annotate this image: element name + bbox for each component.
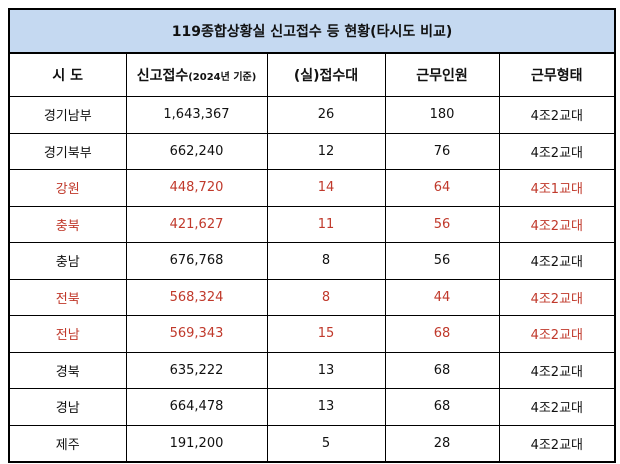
cell-desks: 12 — [266, 132, 386, 170]
cell-reports: 635,222 — [125, 351, 268, 389]
cell-region: 충남 — [8, 242, 127, 280]
cell-shift: 4조2교대 — [498, 132, 616, 170]
comparison-table: 119종합상황실 신고접수 등 현황(타시도 비교) 시 도 신고접수(2024… — [7, 8, 617, 463]
cell-desks: 26 — [266, 96, 386, 134]
table-row: 전북 568,324 8 44 4조2교대 — [8, 278, 616, 316]
table-row: 충북 421,627 11 56 4조2교대 — [8, 205, 616, 243]
header-reports-note: (2024년 기준) — [188, 72, 257, 83]
cell-region: 전남 — [8, 315, 127, 353]
cell-shift: 4조2교대 — [498, 96, 616, 134]
cell-region: 전북 — [8, 278, 127, 316]
cell-region: 경기남부 — [8, 96, 127, 134]
header-desks: (실)접수대 — [266, 52, 386, 97]
cell-reports: 568,324 — [125, 278, 268, 316]
cell-desks: 5 — [266, 424, 386, 463]
cell-shift: 4조2교대 — [498, 351, 616, 389]
cell-staff: 68 — [384, 388, 500, 426]
cell-desks: 15 — [266, 315, 386, 353]
cell-shift: 4조2교대 — [498, 278, 616, 316]
cell-desks: 8 — [266, 278, 386, 316]
cell-shift: 4조2교대 — [498, 242, 616, 280]
cell-desks: 11 — [266, 205, 386, 243]
header-region: 시 도 — [8, 52, 127, 97]
cell-desks: 13 — [266, 351, 386, 389]
cell-reports: 421,627 — [125, 205, 268, 243]
cell-reports: 676,768 — [125, 242, 268, 280]
cell-reports: 664,478 — [125, 388, 268, 426]
cell-region: 제주 — [8, 424, 127, 463]
table-row: 충남 676,768 8 56 4조2교대 — [8, 242, 616, 280]
cell-staff: 28 — [384, 424, 500, 463]
cell-staff: 44 — [384, 278, 500, 316]
cell-staff: 76 — [384, 132, 500, 170]
table-row: 경남 664,478 13 68 4조2교대 — [8, 388, 616, 426]
header-shift: 근무형태 — [498, 52, 616, 97]
cell-region: 경북 — [8, 351, 127, 389]
table-row: 경기북부 662,240 12 76 4조2교대 — [8, 132, 616, 170]
table-title: 119종합상황실 신고접수 등 현황(타시도 비교) — [7, 8, 617, 54]
cell-reports: 569,343 — [125, 315, 268, 353]
cell-desks: 13 — [266, 388, 386, 426]
cell-staff: 68 — [384, 351, 500, 389]
comparison-table-container: 119종합상황실 신고접수 등 현황(타시도 비교) 시 도 신고접수(2024… — [7, 8, 617, 463]
table-row: 경북 635,222 13 68 4조2교대 — [8, 351, 616, 389]
cell-reports: 448,720 — [125, 169, 268, 207]
table-row: 경기남부 1,643,367 26 180 4조2교대 — [8, 96, 616, 134]
cell-shift: 4조2교대 — [498, 205, 616, 243]
table-row: 전남 569,343 15 68 4조2교대 — [8, 315, 616, 353]
cell-desks: 8 — [266, 242, 386, 280]
cell-reports: 191,200 — [125, 424, 268, 463]
cell-shift: 4조2교대 — [498, 315, 616, 353]
cell-shift: 4조2교대 — [498, 424, 616, 463]
cell-staff: 180 — [384, 96, 500, 134]
header-reports: 신고접수(2024년 기준) — [125, 52, 268, 97]
cell-staff: 56 — [384, 242, 500, 280]
cell-region: 경남 — [8, 388, 127, 426]
cell-staff: 56 — [384, 205, 500, 243]
table-row: 제주 191,200 5 28 4조2교대 — [8, 424, 616, 463]
cell-desks: 14 — [266, 169, 386, 207]
cell-reports: 662,240 — [125, 132, 268, 170]
cell-region: 경기북부 — [8, 132, 127, 170]
cell-region: 강원 — [8, 169, 127, 207]
table-row: 강원 448,720 14 64 4조1교대 — [8, 169, 616, 207]
header-row: 시 도 신고접수(2024년 기준) (실)접수대 근무인원 근무형태 — [8, 52, 616, 97]
cell-shift: 4조2교대 — [498, 388, 616, 426]
cell-reports: 1,643,367 — [125, 96, 268, 134]
header-reports-main: 신고접수 — [136, 68, 189, 84]
header-staff: 근무인원 — [384, 52, 500, 97]
cell-staff: 64 — [384, 169, 500, 207]
cell-shift: 4조1교대 — [498, 169, 616, 207]
cell-staff: 68 — [384, 315, 500, 353]
cell-region: 충북 — [8, 205, 127, 243]
